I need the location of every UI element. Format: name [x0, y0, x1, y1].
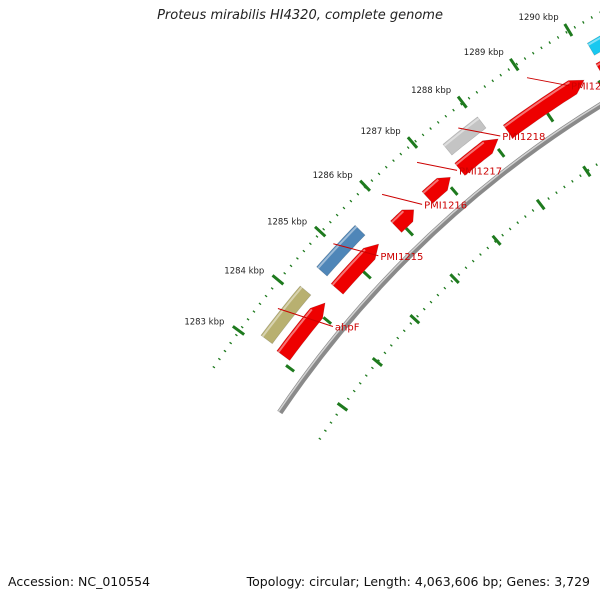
- tick-mark-fwd: [451, 187, 458, 195]
- tick-mark-fwd: [406, 228, 413, 235]
- tick-label: 1286 kbp: [313, 171, 353, 181]
- gene-label-PMI1215: PMI1215: [380, 252, 423, 263]
- tick-mark-outer: [408, 137, 417, 148]
- tick-label: 1289 kbp: [464, 48, 504, 58]
- tick-mark-outer: [565, 24, 572, 36]
- backbone-arc: [280, 17, 600, 413]
- gene-label-PMI1219: PMI1219: [571, 82, 600, 93]
- tick-mark-fwd: [363, 272, 370, 279]
- tick-mark-fwd: [547, 113, 553, 121]
- gene-label-leader: [417, 162, 457, 170]
- tick-mark-inner: [583, 166, 590, 176]
- genome-summary-text: Topology: circular; Length: 4,063,606 bp…: [245, 574, 592, 589]
- backbone-layer: [279, 15, 600, 412]
- tick-label: 1287 kbp: [361, 127, 401, 137]
- gene-label-PMI1218: PMI1218: [502, 132, 545, 143]
- outer-tick-ring: [214, 0, 600, 368]
- tick-mark-outer: [273, 275, 284, 284]
- tick-label: 1283 kbp: [184, 318, 224, 328]
- tick-mark-outer: [458, 97, 467, 108]
- accession-text: Accession: NC_010554: [6, 574, 152, 589]
- tick-mark-outer: [315, 227, 325, 237]
- tick-mark-inner: [373, 358, 382, 366]
- map-title: Proteus mirabilis HI4320, complete genom…: [0, 8, 600, 23]
- tick-mark-outer: [360, 181, 370, 191]
- tick-mark-inner: [338, 403, 348, 410]
- tick-mark-inner: [493, 236, 501, 245]
- tick-mark-fwd: [323, 317, 331, 323]
- gene-label-PMI1217: PMI1217: [459, 166, 502, 177]
- tick-label: 1284 kbp: [224, 266, 264, 276]
- gene-label-leader: [382, 194, 422, 204]
- tick-label: 1288 kbp: [411, 86, 451, 96]
- gene-label-PMI1216: PMI1216: [424, 200, 467, 211]
- tick-mark-fwd: [286, 365, 294, 371]
- tick-mark-inner: [537, 200, 544, 210]
- gene-label-leader: [527, 78, 569, 86]
- tick-mark-fwd: [498, 149, 504, 157]
- tick-label: 1285 kbp: [267, 217, 307, 227]
- gene-label-ahpF: ahpF: [335, 322, 360, 333]
